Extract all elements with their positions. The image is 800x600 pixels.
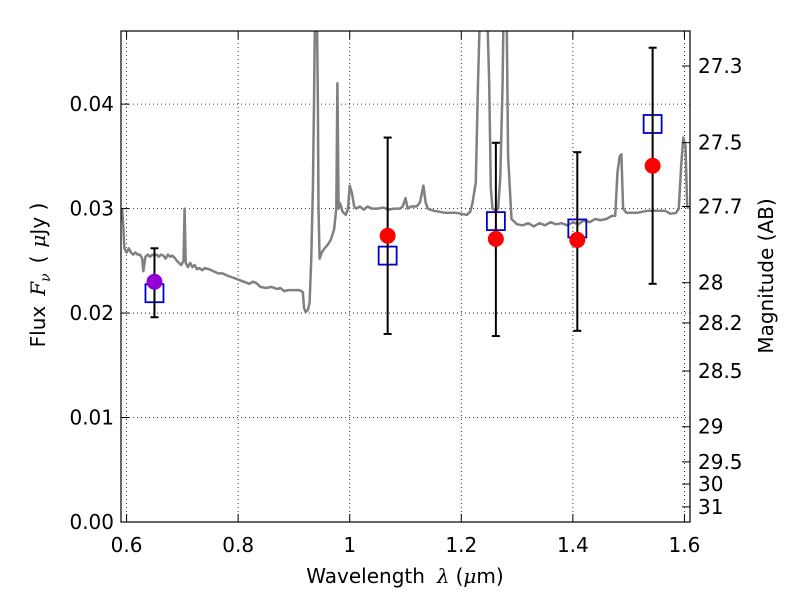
- magnitude-tick-label: 29: [698, 415, 723, 439]
- magnitude-tick-label: 28: [698, 271, 723, 295]
- x-tick-label: 1.6: [669, 533, 701, 557]
- observed-point: [146, 273, 163, 290]
- magnitude-tick-label: 27.7: [698, 195, 743, 219]
- y-tick-label: 0.00: [69, 510, 114, 534]
- observed-point: [569, 231, 586, 248]
- y-tick-label: 0.03: [69, 197, 114, 221]
- x-tick-label: 1.4: [557, 533, 589, 557]
- x-axis: 0.6 0.8 1 1.2 1.4 1.6: [111, 31, 701, 557]
- grid-lines: [121, 31, 690, 522]
- x-tick-label: 1: [343, 533, 356, 557]
- spectrum-line: [121, 31, 690, 314]
- plot-background: [121, 31, 690, 522]
- plot-area: [121, 31, 690, 338]
- observed-point: [644, 157, 661, 174]
- magnitude-tick-label: 27.3: [698, 54, 743, 78]
- plot-frame: [120, 30, 691, 523]
- x-tick-label: 1.2: [445, 533, 477, 557]
- observed-point: [487, 230, 504, 247]
- observed-photometry: [146, 157, 661, 290]
- magnitude-tick-label: 31: [698, 495, 723, 519]
- y-tick-label: 0.01: [69, 406, 114, 430]
- magnitude-tick-label: 28.2: [698, 311, 743, 335]
- x-tick-label: 0.6: [111, 533, 143, 557]
- magnitude-tick-label: 30: [698, 472, 723, 496]
- y-tick-label: 0.02: [69, 301, 114, 325]
- observed-point: [379, 227, 396, 244]
- x-tick-label: 0.8: [222, 533, 254, 557]
- magnitude-tick-label: 29.5: [698, 450, 743, 474]
- magnitude-axis-title: Magnitude (AB): [754, 198, 778, 353]
- y-tick-label: 0.04: [69, 92, 114, 116]
- y-axis: 0.00 0.01 0.02 0.03 0.04: [69, 92, 129, 534]
- y-axis-title: FluxFν(μJy ): [26, 203, 54, 348]
- magnitude-tick-label: 28.5: [698, 359, 743, 383]
- magnitude-tick-label: 27.5: [698, 131, 743, 155]
- x-axis-title: Wavelength λ (μm): [306, 564, 503, 588]
